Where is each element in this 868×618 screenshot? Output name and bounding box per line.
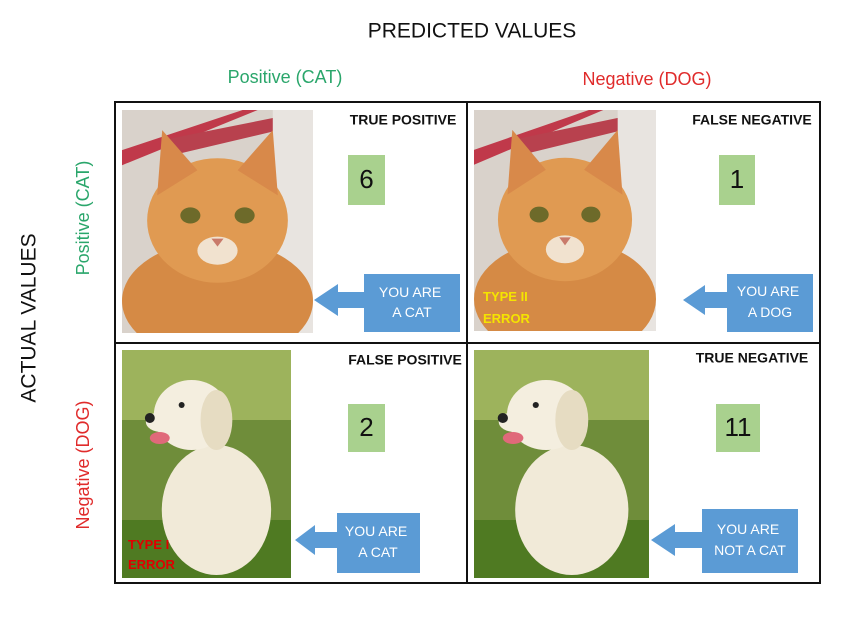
error-label: TYPE I ERROR: [128, 537, 176, 572]
column-label: Negative (DOG): [582, 69, 711, 89]
callout-text: YOU ARE A CAT: [379, 284, 445, 320]
callout-box: [364, 274, 460, 332]
callout-text: YOU ARE NOT A CAT: [714, 521, 786, 558]
cell-title: TRUE POSITIVE: [350, 112, 457, 128]
arrow: [295, 525, 337, 555]
count-box: [716, 404, 760, 452]
callout-text: YOU ARE A CAT: [345, 523, 411, 560]
error-line: TYPE II: [483, 289, 528, 304]
arrow: [314, 284, 364, 316]
callout-line: A CAT: [358, 544, 398, 560]
count: 11: [725, 412, 752, 442]
callout-line: A DOG: [748, 304, 792, 320]
callout-box: [702, 509, 798, 573]
error-line: ERROR: [483, 311, 531, 326]
count: 6: [359, 164, 373, 194]
grid: [114, 101, 821, 584]
actual-title: ACTUAL VALUES: [18, 233, 41, 402]
cell-title: TRUE NEGATIVE: [696, 350, 809, 366]
row-label: Negative (DOG): [73, 400, 93, 529]
arrow: [683, 285, 727, 315]
count: 1: [730, 164, 744, 194]
callout-line: A CAT: [392, 304, 432, 320]
row-label: Positive (CAT): [73, 161, 93, 276]
callout-line: YOU ARE: [717, 521, 779, 537]
column-label: Positive (CAT): [228, 67, 343, 87]
cell-title: FALSE POSITIVE: [348, 352, 462, 368]
error-line: TYPE I: [128, 537, 169, 552]
callout-line: NOT A CAT: [714, 542, 786, 558]
dog-photo: [474, 350, 649, 578]
arrow: [651, 524, 702, 556]
callout-box: [337, 513, 420, 573]
error-label: TYPE II ERROR: [483, 289, 531, 326]
cell-title: FALSE NEGATIVE: [692, 112, 812, 128]
callout-box: [727, 274, 813, 332]
predicted-title: PREDICTED VALUES: [368, 20, 577, 43]
count-box: [719, 155, 755, 205]
count-box: [348, 155, 385, 205]
count-box: [348, 404, 385, 452]
callout-line: YOU ARE: [379, 284, 441, 300]
count: 2: [359, 412, 373, 442]
callout-line: YOU ARE: [345, 523, 407, 539]
callout-line: YOU ARE: [737, 283, 799, 299]
cat-photo: [122, 110, 313, 333]
error-line: ERROR: [128, 557, 176, 572]
callout-text: YOU ARE A DOG: [737, 283, 803, 320]
